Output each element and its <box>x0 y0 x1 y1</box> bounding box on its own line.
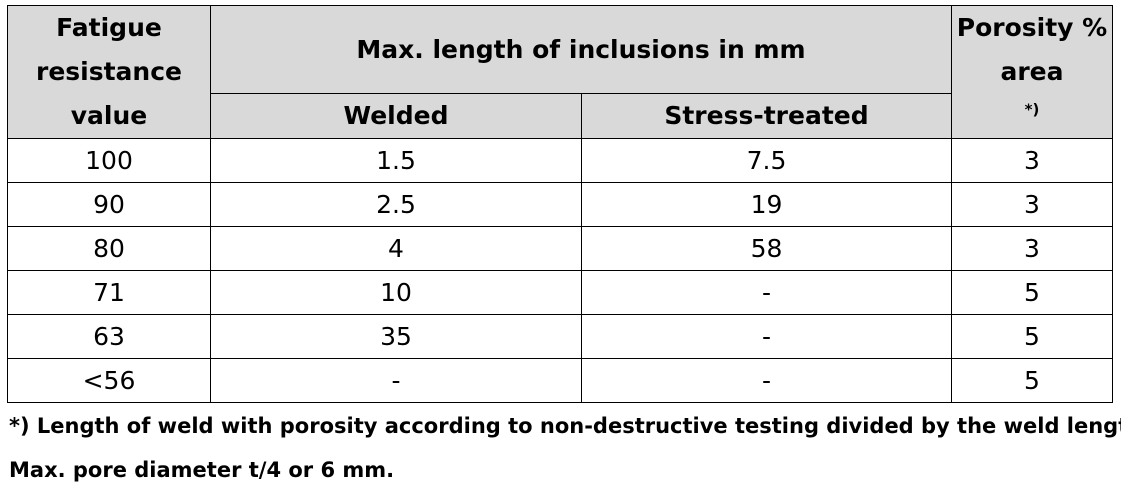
cell-porosity: 5 <box>951 314 1113 359</box>
footnotes: *) Length of weld with porosity accordin… <box>9 404 1121 492</box>
header-max-length: Max. length of inclusions in mm <box>210 5 952 94</box>
table-row: 63 35-5 <box>7 314 1113 359</box>
cell-porosity: 3 <box>951 138 1113 183</box>
header-porosity: Porosity % area *) <box>951 5 1113 139</box>
cell-welded: 4 <box>210 226 582 271</box>
cell-stress-treated: 19 <box>581 182 952 227</box>
header-row-2: Welded Stress-treated <box>8 93 1113 139</box>
cell-welded: 35 <box>210 314 582 359</box>
cell-welded: - <box>210 358 582 403</box>
cell-stress-treated: - <box>581 358 952 403</box>
table-row: 71 10-5 <box>7 270 1113 315</box>
cell-stress-treated: - <box>581 270 952 315</box>
footnote-max-pore-diameter: Max. pore diameter t/4 or 6 mm. <box>9 458 395 482</box>
cell-fatigue: 100 <box>7 138 211 183</box>
header-fatigue-line2: resistance <box>35 57 182 86</box>
cell-stress-treated: 7.5 <box>581 138 952 183</box>
footnote-porosity-definition: *) Length of weld with porosity accordin… <box>9 414 1121 438</box>
header-fatigue-resistance-value: Fatigue resistance value <box>7 5 211 139</box>
cell-welded: 1.5 <box>210 138 582 183</box>
table-row: 100 1.5 7.5 3 <box>7 138 1113 183</box>
cell-porosity: 3 <box>951 226 1113 271</box>
cell-stress-treated: - <box>581 314 952 359</box>
cell-porosity: 5 <box>951 270 1113 315</box>
cell-stress-treated: 58 <box>581 226 952 271</box>
cell-welded: 10 <box>210 270 582 315</box>
table-row: <56- -5 <box>7 358 1113 403</box>
table-body: 100 1.5 7.5 3 90 2.5 19 3 80 4 58 3 71 10-5 63 35-5 <56-… <box>7 138 1113 403</box>
header-stress-treated: Stress-treated <box>581 93 952 139</box>
header-fatigue-line1: Fatigue <box>56 13 162 42</box>
inclusion-limits-table: Fatigue resistance value Max. length of … <box>7 5 1113 403</box>
table-container: Fatigue resistance value Max. length of … <box>7 5 1113 403</box>
footnote-marker: *) <box>1024 100 1040 119</box>
cell-fatigue: 71 <box>7 270 211 315</box>
header-row-1: Fatigue resistance value Max. length of … <box>7 5 1113 139</box>
table-row: 90 2.5 19 3 <box>7 182 1113 227</box>
cell-porosity: 5 <box>951 358 1113 403</box>
header-porosity-line1: Porosity % <box>956 13 1108 42</box>
cell-fatigue: 80 <box>7 226 211 271</box>
table-row: 80 4 58 3 <box>7 226 1113 271</box>
header-porosity-area: area <box>1000 57 1064 86</box>
cell-fatigue: 90 <box>7 182 211 227</box>
header-fatigue-line3: value <box>70 101 148 130</box>
cell-fatigue: <56 <box>7 358 211 403</box>
cell-porosity: 3 <box>951 182 1113 227</box>
cell-fatigue: 63 <box>7 314 211 359</box>
cell-welded: 2.5 <box>210 182 582 227</box>
header-welded: Welded <box>210 93 582 139</box>
header-porosity-line2: area *) <box>953 50 1112 138</box>
